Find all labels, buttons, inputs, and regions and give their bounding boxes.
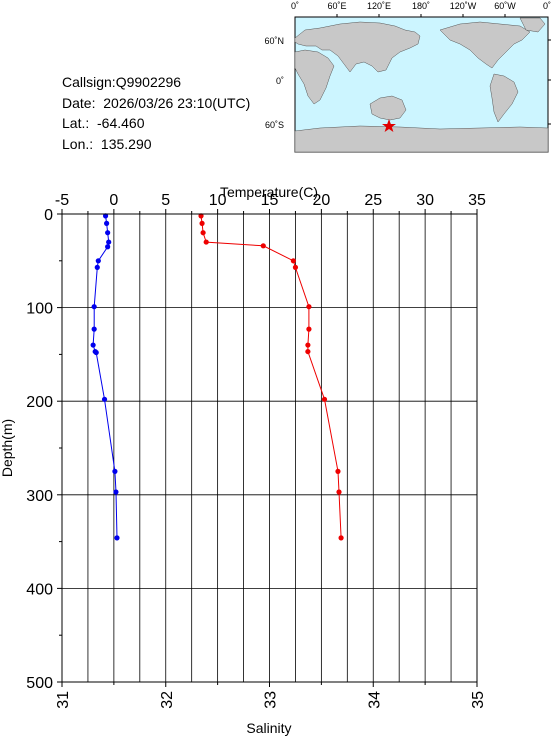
temperature-point bbox=[90, 342, 96, 348]
map-lon-label: 180˚ bbox=[412, 1, 430, 11]
salinity-point bbox=[200, 230, 206, 236]
depth-tick-label: 0 bbox=[44, 207, 53, 224]
temperature-tick-label: 25 bbox=[364, 192, 382, 209]
map-lon-label: 60˚E bbox=[327, 1, 346, 11]
salinity-point bbox=[336, 489, 342, 495]
temperature-point bbox=[105, 230, 111, 236]
temperature-point bbox=[104, 220, 110, 226]
map-lat-label: 60˚N bbox=[264, 36, 284, 46]
salinity-point bbox=[199, 220, 205, 226]
map-lon-label: 0˚ bbox=[291, 1, 299, 11]
salinity-point bbox=[306, 326, 312, 332]
map-lat-label: 60˚S bbox=[265, 120, 284, 130]
salinity-point bbox=[260, 243, 266, 249]
salinity-tick-label: 34 bbox=[366, 691, 383, 709]
date-text: Date: 2026/03/26 23:10(UTC) bbox=[62, 94, 251, 111]
salinity-point bbox=[305, 348, 311, 355]
temperature-point bbox=[113, 489, 119, 495]
salinity-point bbox=[305, 342, 311, 348]
temperature-tick-label: 10 bbox=[209, 192, 227, 209]
temperature-point bbox=[95, 258, 101, 264]
salinity-point bbox=[290, 258, 296, 264]
temperature-point bbox=[94, 264, 100, 270]
temperature-point bbox=[101, 396, 108, 402]
depth-axis-label: Depth(m) bbox=[0, 419, 15, 477]
temperature-axis-label: Temperature(C) bbox=[220, 184, 318, 200]
salinity-tick-label: 33 bbox=[263, 691, 280, 709]
salinity-tick-label: 32 bbox=[159, 691, 176, 709]
temperature-point bbox=[93, 349, 99, 356]
map-lon-label: 120˚W bbox=[450, 1, 477, 11]
float-info: Callsign:Q9902296 Date: 2026/03/26 23:10… bbox=[62, 72, 250, 154]
salinity-point bbox=[292, 264, 299, 270]
map-land bbox=[294, 17, 549, 153]
longitude-text: Lon.: 135.290 bbox=[62, 135, 152, 152]
salinity-point bbox=[338, 535, 344, 541]
salinity-line bbox=[200, 215, 342, 538]
temperature-line bbox=[92, 215, 118, 538]
latitude-text: Lat.: -64.460 bbox=[62, 115, 145, 131]
temperature-point bbox=[106, 239, 112, 245]
chart-grid bbox=[61, 214, 478, 682]
map-right-ticks bbox=[548, 39, 551, 125]
temperature-tick-label: -5 bbox=[55, 192, 69, 209]
depth-tick-label: 400 bbox=[26, 581, 53, 598]
salinity-tick-label: 35 bbox=[470, 691, 487, 709]
location-map: 0˚ 60˚E 120˚E 180˚ 120˚W 60˚W 0˚ 60˚N 0˚… bbox=[264, 1, 551, 153]
chart-series bbox=[90, 213, 344, 541]
salinity-point bbox=[335, 468, 341, 474]
temperature-point bbox=[91, 326, 97, 332]
callsign-text: Callsign:Q9902296 bbox=[62, 74, 182, 90]
map-lon-label: 0˚ bbox=[543, 1, 551, 11]
map-top-ticks bbox=[336, 14, 506, 17]
temperature-tick-label: 35 bbox=[468, 192, 486, 209]
map-lon-label: 60˚W bbox=[494, 1, 516, 11]
temperature-point bbox=[114, 535, 120, 541]
depth-tick-label: 100 bbox=[26, 301, 53, 318]
map-lat-label: 0˚ bbox=[276, 76, 284, 86]
temperature-point bbox=[112, 468, 118, 474]
salinity-point bbox=[198, 213, 204, 219]
depth-tick-label: 500 bbox=[26, 675, 53, 692]
salinity-point bbox=[203, 239, 209, 245]
temperature-point bbox=[105, 244, 111, 250]
depth-tick-label: 200 bbox=[26, 394, 53, 411]
salinity-axis-label: Salinity bbox=[246, 720, 291, 736]
salinity-tick-label: 31 bbox=[55, 691, 72, 709]
temperature-tick-label: 5 bbox=[161, 192, 170, 209]
temperature-tick-label: 0 bbox=[109, 192, 118, 209]
temperature-tick-label: 15 bbox=[261, 192, 279, 209]
temperature-point bbox=[91, 304, 97, 310]
salinity-point bbox=[306, 304, 312, 310]
salinity-point bbox=[321, 396, 328, 402]
map-top-labels: 0˚ 60˚E 120˚E 180˚ 120˚W 60˚W 0˚ bbox=[291, 1, 551, 11]
temperature-tick-label: 30 bbox=[416, 192, 434, 209]
map-right-labels: 60˚N 0˚ 60˚S bbox=[264, 36, 284, 130]
temperature-point bbox=[102, 213, 109, 219]
map-lon-label: 120˚E bbox=[367, 1, 391, 11]
depth-tick-label: 300 bbox=[26, 488, 53, 505]
star-icon bbox=[382, 119, 396, 132]
temperature-tick-label: 20 bbox=[312, 192, 330, 209]
